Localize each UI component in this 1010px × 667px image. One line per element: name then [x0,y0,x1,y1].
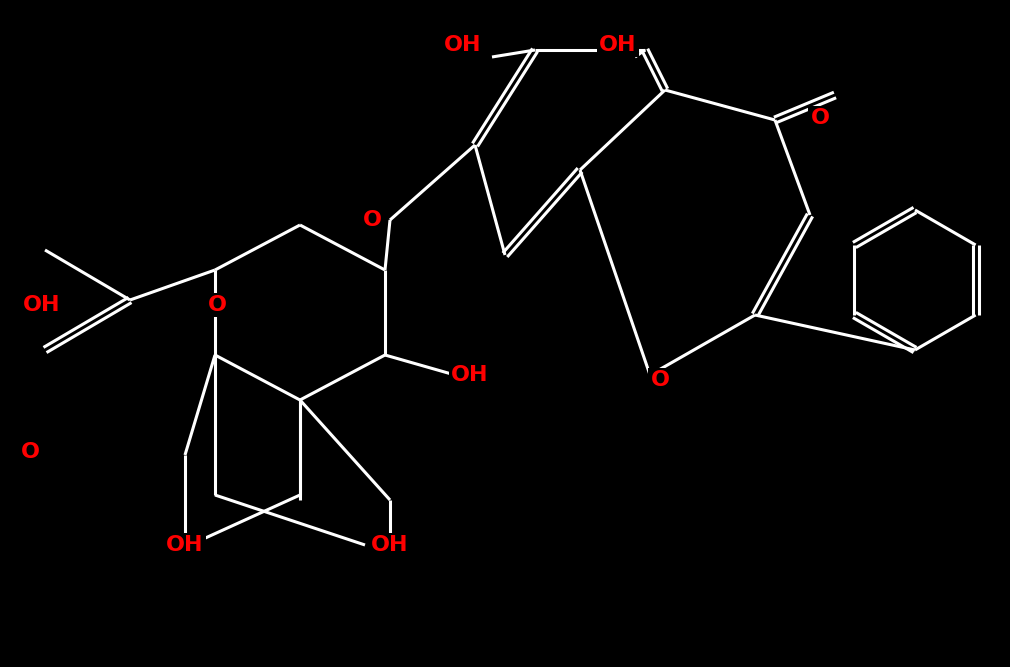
Text: OH: OH [372,535,409,555]
Text: O: O [207,295,226,315]
Text: O: O [810,108,829,128]
Text: OH: OH [167,535,204,555]
Text: OH: OH [451,365,489,385]
Text: O: O [20,442,39,462]
Text: OH: OH [23,295,61,315]
Text: O: O [650,370,670,390]
Text: OH: OH [599,35,636,55]
Text: O: O [363,210,382,230]
Text: OH: OH [444,35,482,55]
